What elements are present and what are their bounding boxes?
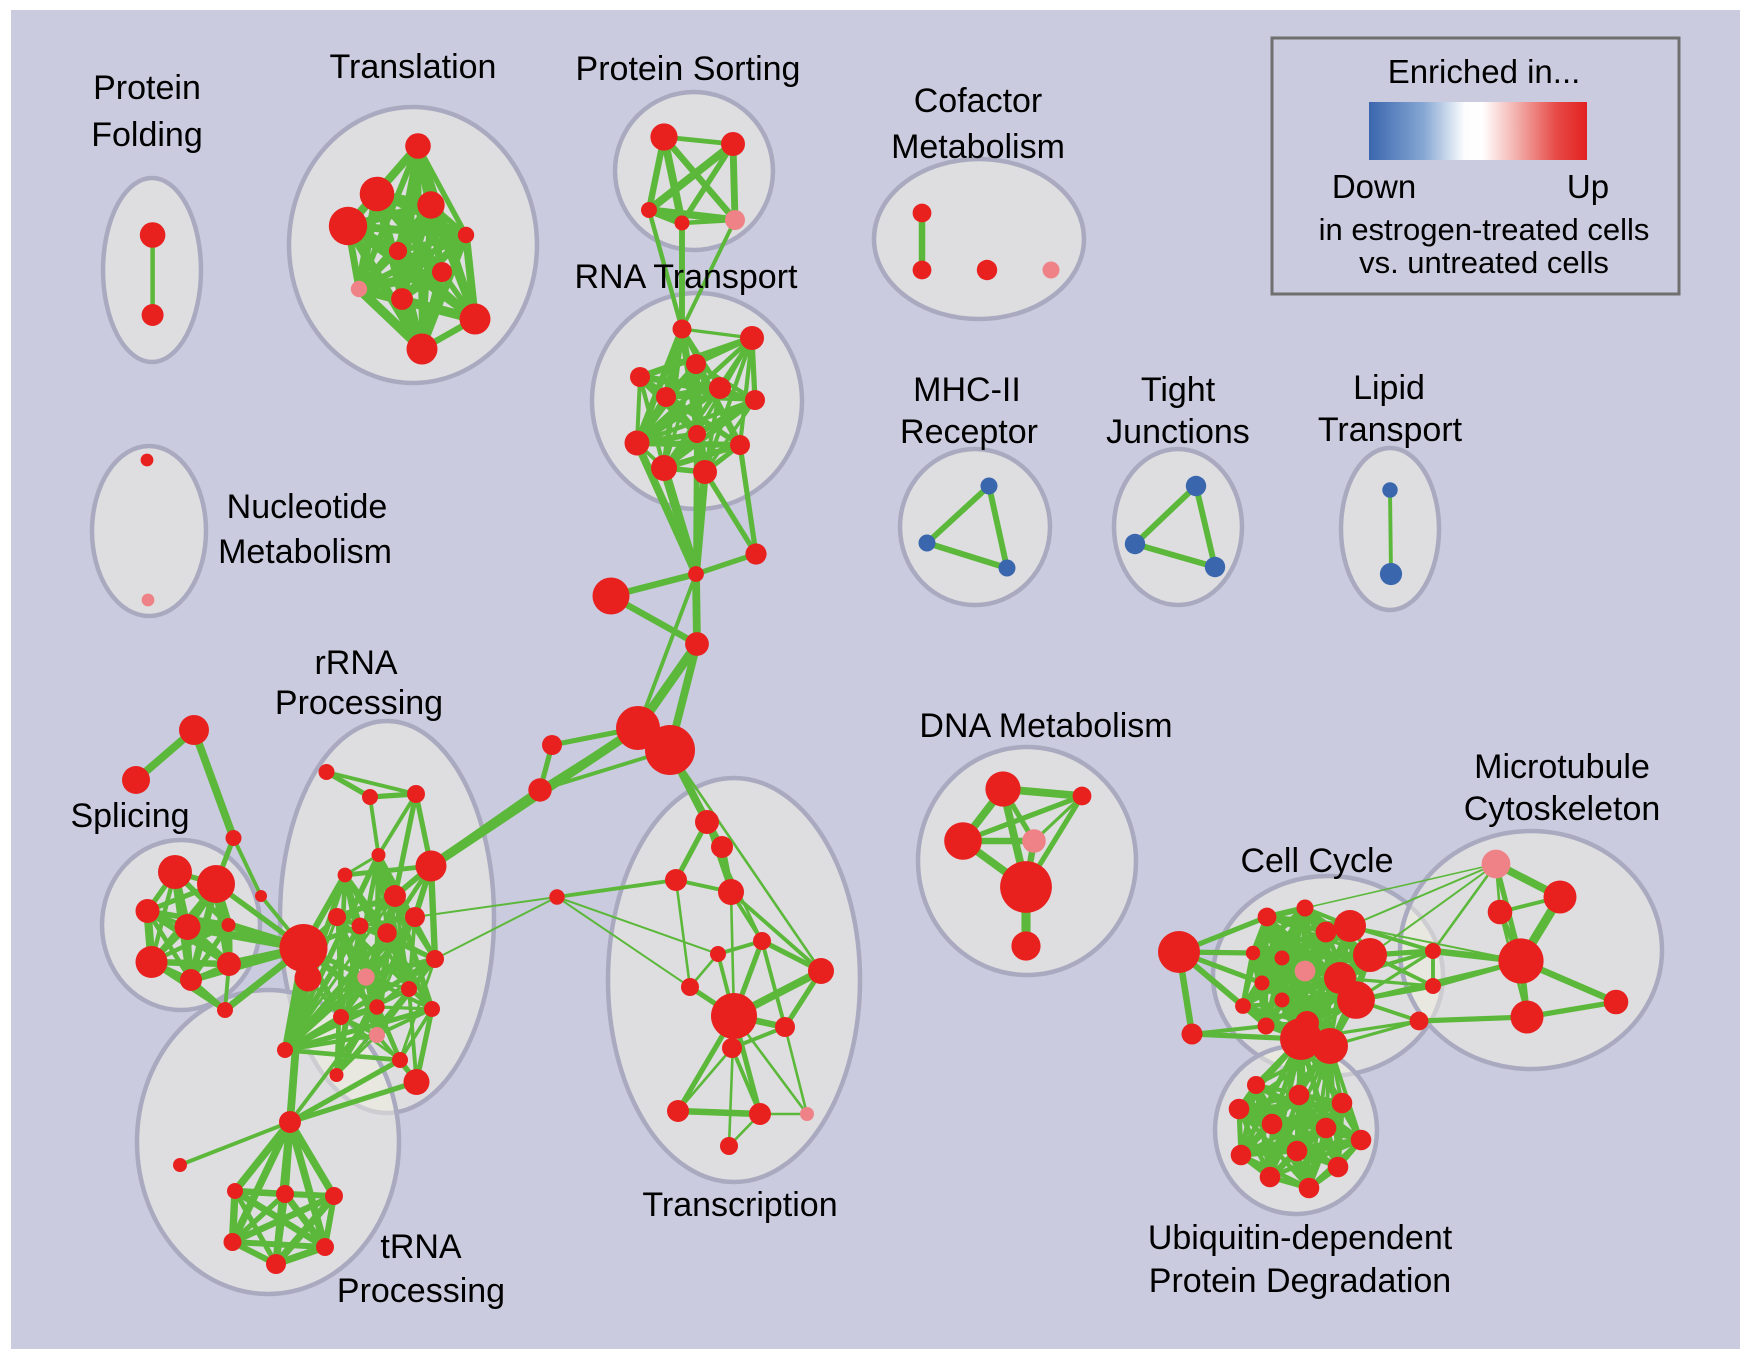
svg-text:MHC-II: MHC-II [913, 371, 1021, 409]
svg-text:Lipid: Lipid [1353, 369, 1425, 407]
svg-text:in estrogen-treated cells: in estrogen-treated cells [1319, 212, 1650, 247]
svg-text:Protein: Protein [93, 69, 201, 107]
svg-text:vs. untreated cells: vs. untreated cells [1359, 245, 1609, 280]
svg-text:Down: Down [1332, 168, 1416, 205]
svg-text:Protein Sorting: Protein Sorting [576, 50, 801, 88]
svg-text:Transcription: Transcription [642, 1186, 837, 1224]
svg-text:Metabolism: Metabolism [218, 533, 392, 571]
svg-text:Translation: Translation [330, 48, 497, 86]
svg-text:Transport: Transport [1318, 411, 1463, 449]
svg-text:Receptor: Receptor [900, 413, 1038, 451]
svg-text:Junctions: Junctions [1106, 413, 1250, 451]
svg-text:rRNA: rRNA [314, 644, 397, 682]
svg-text:Folding: Folding [91, 116, 203, 154]
svg-text:Ubiquitin-dependent: Ubiquitin-dependent [1148, 1219, 1453, 1257]
svg-text:Cytoskeleton: Cytoskeleton [1464, 790, 1661, 828]
svg-text:Cofactor: Cofactor [914, 82, 1043, 120]
svg-text:Protein Degradation: Protein Degradation [1149, 1262, 1451, 1300]
svg-text:Enriched in...: Enriched in... [1388, 53, 1581, 90]
svg-text:Metabolism: Metabolism [891, 128, 1065, 166]
svg-text:Processing: Processing [275, 684, 443, 722]
svg-text:Microtubule: Microtubule [1474, 748, 1650, 786]
svg-text:tRNA: tRNA [380, 1228, 462, 1266]
svg-text:Cell Cycle: Cell Cycle [1240, 842, 1393, 880]
svg-text:Processing: Processing [337, 1272, 505, 1310]
svg-text:Tight: Tight [1141, 371, 1216, 409]
svg-text:RNA Transport: RNA Transport [575, 258, 799, 296]
svg-text:DNA Metabolism: DNA Metabolism [919, 707, 1172, 745]
svg-text:Splicing: Splicing [70, 797, 189, 835]
svg-text:Up: Up [1567, 168, 1609, 205]
svg-text:Nucleotide: Nucleotide [227, 488, 388, 526]
